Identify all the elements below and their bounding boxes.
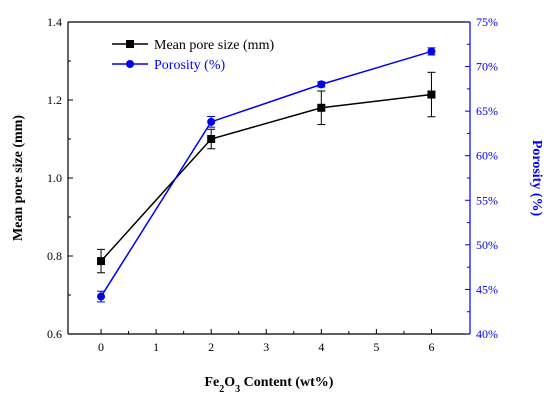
y-left-tick-label: 1.2	[47, 93, 62, 107]
data-point-circle	[207, 117, 216, 126]
y-left-tick-label: 0.6	[47, 327, 62, 341]
x-axis-title: Fe2O3 Content (wt%)	[205, 375, 334, 395]
series-layer	[97, 47, 436, 303]
y-right-tick-label: 75%	[476, 15, 498, 29]
x-tick-label: 1	[153, 340, 159, 354]
legend-label: Mean pore size (mm)	[154, 38, 274, 53]
y-left-tick-label: 1.0	[47, 171, 62, 185]
data-point-square	[317, 103, 326, 112]
y-right-tick-label: 40%	[476, 327, 498, 341]
y-right-tick-label: 70%	[476, 60, 498, 74]
y-right-tick-label: 60%	[476, 149, 498, 163]
x-tick-label: 4	[318, 340, 324, 354]
y-right-tick-label: 45%	[476, 282, 498, 296]
x-axis-title-part: O	[224, 375, 235, 390]
data-point-square	[207, 135, 216, 143]
data-point-square	[97, 257, 106, 266]
y-right-axis-title: Porosity (%)	[529, 140, 544, 217]
legend: Mean pore size (mm) Porosity (%)	[112, 38, 274, 73]
axes: 0 1 2 3 4 5 60.60.81.01.21.440%45%50%55%60%65%…	[11, 15, 544, 395]
x-tick-label: 3	[263, 340, 269, 354]
x-axis-title-subscript: 3	[235, 384, 240, 395]
series-line-1	[100, 50, 432, 297]
x-axis-title-part: Fe	[205, 375, 220, 390]
data-point-circle	[427, 47, 436, 56]
legend-label: Porosity (%)	[154, 58, 226, 73]
x-tick-label: 0	[98, 340, 104, 354]
data-point-circle	[97, 292, 106, 301]
y-right-tick-label: 55%	[476, 193, 498, 207]
y-right-tick-label: 65%	[476, 104, 498, 118]
data-point-circle	[317, 80, 326, 89]
x-tick-label: 2	[208, 340, 214, 354]
y-left-tick-label: 0.8	[47, 249, 62, 263]
y-right-tick-label: 50%	[476, 238, 498, 252]
legend-marker-circle	[126, 60, 134, 68]
series-line-0	[100, 93, 432, 262]
y-left-tick-label: 1.4	[47, 15, 62, 29]
x-axis-title-subscript: 2	[219, 384, 224, 395]
x-tick-label: 6	[428, 340, 434, 354]
x-tick-label: 5	[373, 340, 379, 354]
y-left-axis-title: Mean pore size (mm)	[11, 115, 26, 241]
x-axis-title-part: Content (wt%)	[240, 375, 334, 390]
legend-marker-square	[126, 40, 134, 48]
data-point-square	[427, 90, 436, 99]
